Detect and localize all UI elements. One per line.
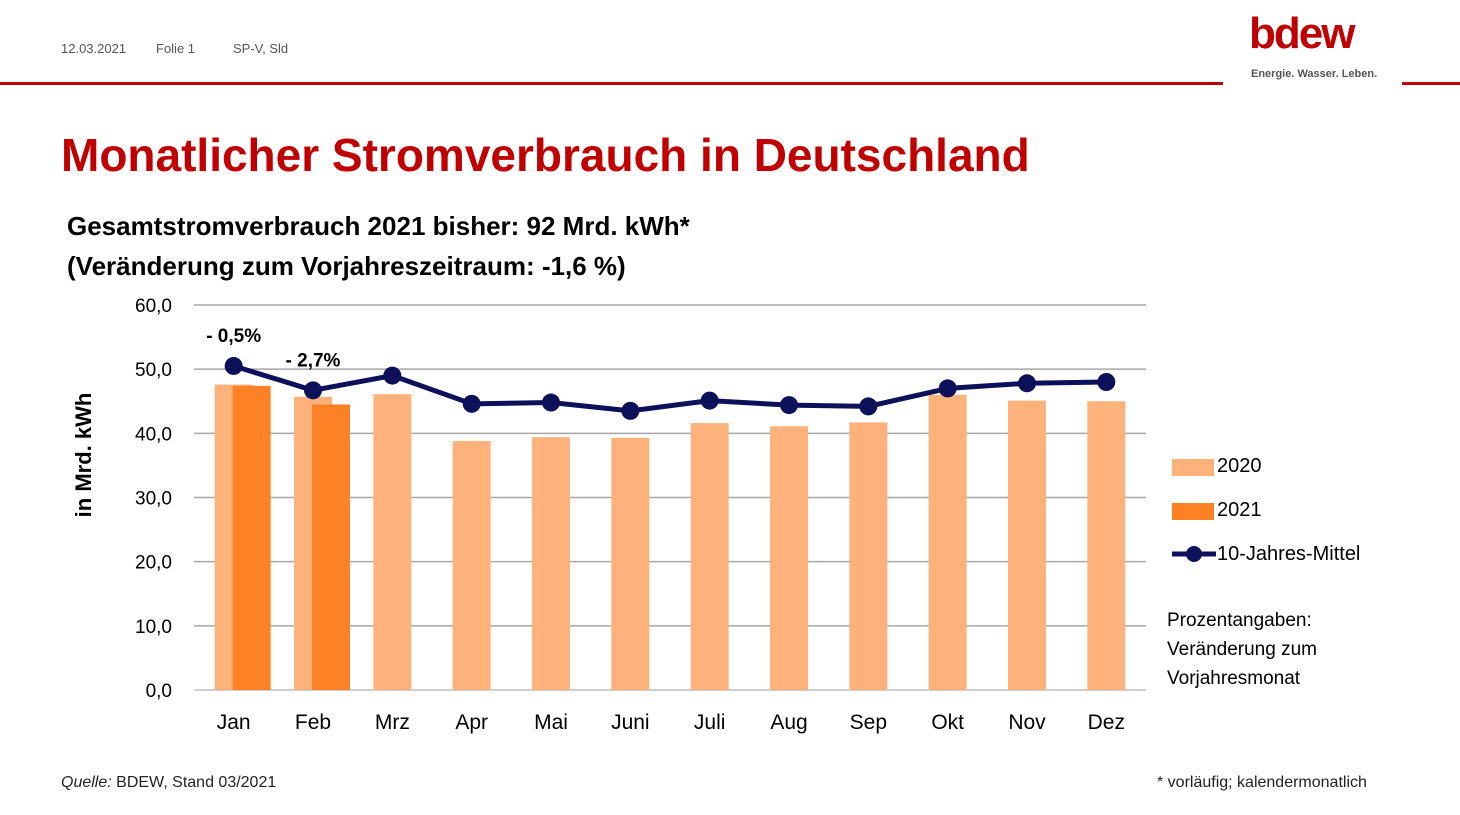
bar-2021 bbox=[232, 385, 271, 690]
note-line-3: Vorjahresmonat bbox=[1167, 668, 1301, 689]
y-tick-label: 10,0 bbox=[135, 617, 172, 638]
y-tick-label: 20,0 bbox=[135, 553, 172, 574]
x-tick-label: Mai bbox=[534, 711, 568, 734]
source-label: Quelle: bbox=[61, 774, 112, 791]
y-tick-label: 0,0 bbox=[146, 681, 172, 702]
x-tick-label: Juni bbox=[611, 711, 650, 734]
source-line: Quelle: BDEW, Stand 03/2021 bbox=[61, 774, 276, 792]
note-line-2: Veränderung zum bbox=[1167, 639, 1317, 660]
subtitle-line-1: Gesamtstromverbrauch 2021 bisher: 92 Mrd… bbox=[67, 211, 690, 241]
average-point bbox=[542, 393, 560, 412]
y-tick-label: 50,0 bbox=[135, 360, 172, 381]
x-tick-label: Mrz bbox=[375, 711, 410, 734]
average-point bbox=[462, 394, 481, 413]
slide-date: 12.03.2021 bbox=[61, 41, 127, 56]
slide-department: SP-V, Sld bbox=[233, 41, 289, 56]
y-tick-label: 40,0 bbox=[135, 424, 172, 445]
x-tick-label: Juli bbox=[694, 711, 726, 734]
legend-line-marker-icon bbox=[1172, 546, 1216, 562]
y-tick-label: 60,0 bbox=[135, 296, 172, 317]
subtitle-line-2: (Veränderung zum Vorjahreszeitraum: -1,6… bbox=[67, 251, 626, 281]
average-point bbox=[700, 391, 719, 410]
average-point bbox=[1018, 374, 1036, 393]
bar-2020 bbox=[1087, 401, 1126, 690]
average-point bbox=[224, 356, 243, 375]
bar-2021 bbox=[312, 404, 350, 690]
x-tick-label: Feb bbox=[295, 711, 331, 734]
change-annotation: - 2,7% bbox=[286, 350, 341, 371]
slide-number: Folie 1 bbox=[156, 41, 196, 56]
bar-2020 bbox=[452, 441, 491, 690]
source-text: BDEW, Stand 03/2021 bbox=[111, 774, 277, 791]
bar-2020 bbox=[373, 394, 412, 690]
page-title: Monatlicher Stromverbrauch in Deutschlan… bbox=[61, 129, 1030, 181]
y-axis-label: in Mrd. kWh bbox=[71, 393, 96, 518]
x-tick-label: Apr bbox=[455, 711, 488, 734]
x-tick-label: Jan bbox=[217, 711, 251, 734]
x-tick-label: Nov bbox=[1008, 711, 1046, 734]
average-point bbox=[938, 379, 957, 398]
average-point bbox=[780, 396, 798, 415]
bar-2020 bbox=[770, 426, 808, 690]
bar-2020 bbox=[928, 394, 967, 690]
average-line bbox=[232, 363, 1107, 414]
bar-2020 bbox=[611, 437, 650, 690]
percentage-note: Prozentangaben: Veränderung zum Vorjahre… bbox=[1167, 606, 1317, 693]
bar-2020 bbox=[690, 423, 729, 690]
x-tick-label: Aug bbox=[770, 711, 807, 734]
bar-2020 bbox=[849, 422, 888, 690]
legend-label-2020: 2020 bbox=[1217, 455, 1262, 477]
footnote: * vorläufig; kalendermonatlich bbox=[1157, 774, 1367, 791]
legend-label-average: 10-Jahres-Mittel bbox=[1217, 543, 1361, 565]
legend-swatch-2020 bbox=[1172, 459, 1214, 476]
average-point bbox=[621, 401, 640, 420]
note-line-1: Prozentangaben: bbox=[1167, 610, 1312, 631]
bar-2020 bbox=[1008, 400, 1046, 690]
x-tick-label: Dez bbox=[1088, 711, 1125, 734]
bdew-logo: bdew bbox=[1249, 9, 1355, 58]
header-rule-right bbox=[1402, 82, 1460, 85]
average-point bbox=[304, 381, 322, 400]
legend-swatch-2021 bbox=[1172, 503, 1214, 520]
bar-2020 bbox=[532, 437, 570, 690]
x-tick-label: Okt bbox=[931, 711, 964, 734]
logo-tagline: Energie. Wasser. Leben. bbox=[1251, 68, 1378, 80]
change-annotation: - 0,5% bbox=[206, 326, 261, 347]
header-rule-left bbox=[0, 82, 1223, 85]
average-point bbox=[383, 366, 402, 385]
average-point bbox=[859, 397, 878, 416]
y-tick-label: 30,0 bbox=[135, 489, 172, 510]
legend-label-2021: 2021 bbox=[1217, 499, 1262, 521]
average-point bbox=[1097, 373, 1116, 391]
x-tick-label: Sep bbox=[850, 711, 887, 734]
